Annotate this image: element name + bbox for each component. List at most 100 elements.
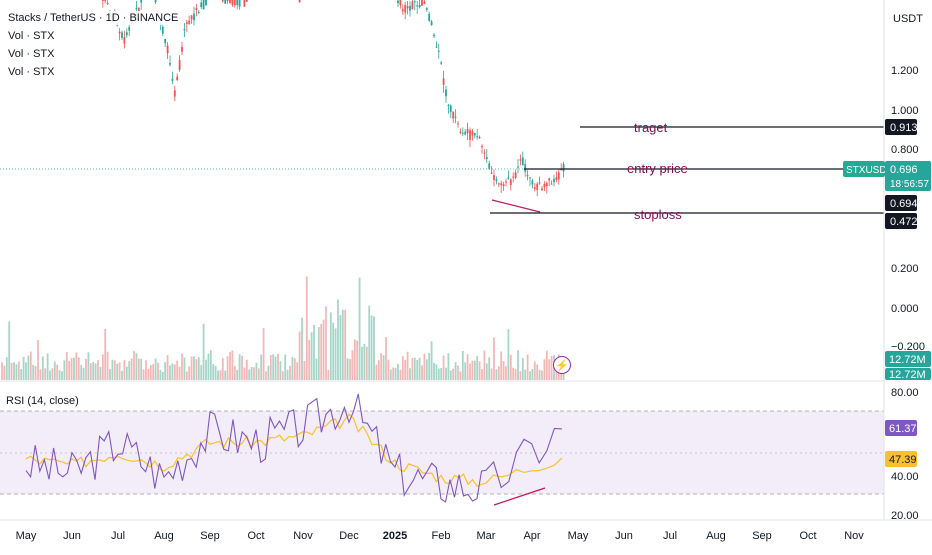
volume-bar [497, 366, 500, 380]
time-axis-label: Nov [293, 530, 313, 542]
candle-body [428, 13, 431, 21]
volume-bar [219, 370, 222, 380]
volume-bar [80, 365, 83, 380]
volume-bar [365, 346, 368, 380]
volume-bar [109, 369, 111, 380]
volume-bar [524, 369, 527, 380]
volume-bar [8, 321, 11, 380]
rsi-divergence-line[interactable] [493, 487, 546, 506]
volume-bar [473, 360, 476, 380]
candle-body [135, 7, 138, 10]
volume-bar [325, 306, 327, 380]
volume-bar [329, 312, 332, 380]
lightning-icon[interactable]: ⚡ [553, 356, 571, 374]
volume-bar [63, 360, 66, 380]
volume-bar [22, 357, 25, 380]
volume-badge [885, 368, 931, 380]
volume-legend[interactable]: Vol · STX [6, 29, 57, 43]
candle-body [490, 172, 493, 174]
rsi-tick: 20.00 [891, 510, 919, 522]
volume-bar [545, 350, 548, 380]
volume-bar [245, 359, 248, 380]
candle-body [543, 184, 546, 188]
volume-bar [423, 353, 426, 380]
volume-bar [10, 362, 13, 380]
volume-bar [440, 368, 443, 380]
time-axis-label: May [568, 530, 589, 542]
volume-bar [361, 346, 363, 380]
volume-bar [548, 359, 551, 380]
volume-bar [46, 353, 49, 380]
candle-body [437, 50, 440, 52]
volume-bar [514, 368, 517, 380]
volume-bar [327, 370, 330, 380]
volume-bar [485, 363, 488, 380]
volume-bar [368, 305, 371, 380]
candle-body [524, 164, 527, 172]
volume-bar [188, 366, 191, 380]
candle-body [533, 187, 536, 190]
volume-bar [293, 358, 296, 380]
volume-bar [27, 355, 30, 380]
volume-bar [226, 356, 229, 380]
candle-body [245, 0, 248, 2]
volume-bar [334, 328, 337, 380]
candle-body [195, 8, 198, 11]
candle-body [197, 11, 200, 13]
volume-bar [236, 369, 239, 380]
volume-bar [161, 371, 164, 380]
volume-bar [394, 368, 397, 380]
entry-badge-text: 0.694 [890, 198, 918, 210]
candle-body [433, 34, 435, 37]
candle-body [478, 137, 481, 139]
volume-bar [82, 367, 85, 380]
volume-bar [128, 361, 131, 380]
volume-bar [274, 356, 277, 380]
candle-body [509, 179, 512, 185]
volume-bar [5, 357, 8, 380]
volume-bar [1, 362, 3, 380]
volume-bar [97, 360, 99, 380]
time-axis-label: Nov [844, 530, 864, 542]
candle-body [493, 175, 495, 181]
candle-body [193, 13, 195, 21]
volume-bar [118, 362, 121, 380]
time-axis-label: Oct [247, 530, 264, 542]
volume-badge-text: 12.72M [889, 354, 926, 366]
symbol-legend[interactable]: Stacks / TetherUS · 1D · BINANCE [6, 11, 181, 25]
volume-bar [493, 337, 495, 380]
price-axis-currency: USDT [893, 13, 923, 25]
volume-bars [1, 276, 565, 380]
candle-body [128, 27, 131, 31]
volume-bar [442, 355, 445, 380]
volume-bar [464, 362, 467, 380]
time-axis-label: Dec [339, 530, 359, 542]
volume-legend[interactable]: Vol · STX [6, 47, 57, 61]
volume-bar [140, 358, 143, 380]
volume-bar [397, 363, 399, 380]
volume-bar [406, 351, 409, 380]
volume-bar [195, 359, 198, 380]
volume-bar [521, 358, 524, 380]
candle-body [118, 31, 121, 34]
volume-bar [243, 367, 246, 380]
rsi-label: RSI (14, close) [6, 395, 79, 407]
candle-body [553, 178, 555, 183]
volume-bar [248, 369, 251, 380]
volume-bar [433, 362, 435, 380]
volume-legend[interactable]: Vol · STX [6, 65, 57, 79]
volume-bar [44, 368, 47, 380]
price-candles [101, 0, 565, 197]
volume-bar [541, 370, 543, 380]
volume-bar [142, 369, 145, 380]
volume-bar [212, 364, 215, 380]
volume-bar [298, 331, 301, 380]
volume-bar [353, 339, 356, 380]
price-divergence-line[interactable] [491, 199, 541, 213]
rsi-ma-text: 47.39 [889, 454, 917, 466]
volume-bar [101, 354, 104, 380]
last-price-badge [885, 161, 931, 191]
candle-body [473, 133, 476, 136]
